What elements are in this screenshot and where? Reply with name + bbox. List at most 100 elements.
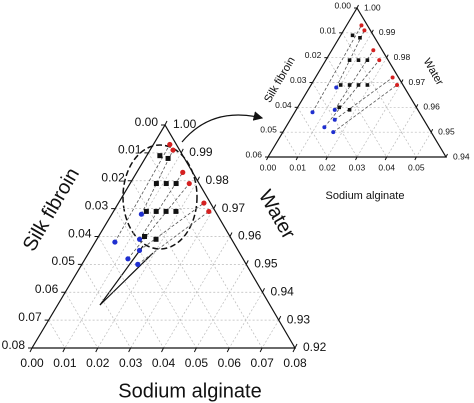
feed-point xyxy=(358,36,362,40)
tick-mark xyxy=(213,204,217,209)
tick-label: 0.06 xyxy=(35,282,59,296)
tick-label: 0.03 xyxy=(290,75,307,85)
feed-point xyxy=(350,33,355,38)
tick-label: 0.96 xyxy=(238,229,262,243)
tick-mark xyxy=(430,128,434,133)
tick-label: 0.05 xyxy=(185,356,209,370)
tick-label: 0.04 xyxy=(275,100,292,110)
tick-label: 0.98 xyxy=(206,173,230,187)
feed-point xyxy=(142,234,148,239)
tick-mark xyxy=(229,232,233,237)
tick-label: 0.02 xyxy=(319,162,336,172)
tick-mark xyxy=(294,343,298,349)
phase-point xyxy=(332,117,337,122)
tick-label: 0.00 xyxy=(20,356,44,370)
tick-label: 0.97 xyxy=(409,77,426,87)
zoom-ellipse xyxy=(122,144,198,250)
tick-label: 0.94 xyxy=(453,151,470,161)
feed-point xyxy=(157,153,163,159)
grid-line xyxy=(341,32,417,158)
tick-mark xyxy=(278,315,282,321)
phase-point xyxy=(112,239,118,245)
tick-label: 0.97 xyxy=(222,201,246,215)
tick-mark xyxy=(355,156,358,161)
tick-mark xyxy=(401,79,404,83)
tick-label: 0.03 xyxy=(85,198,109,212)
tick-label: 0.05 xyxy=(408,162,425,172)
tie-line xyxy=(137,211,210,265)
phase-point xyxy=(170,147,176,153)
feed-point xyxy=(163,208,169,214)
phase-point xyxy=(371,48,376,53)
tick-label: 0.02 xyxy=(305,50,322,60)
axis-title: Sodium alginate xyxy=(118,380,261,402)
tick-mark xyxy=(325,156,328,161)
tick-label: 0.01 xyxy=(289,162,306,172)
tie-line xyxy=(312,25,362,113)
tick-label: 0.00 xyxy=(260,162,277,172)
tick-label: 1.00 xyxy=(364,2,381,12)
tick-mark xyxy=(29,347,33,353)
tick-label: 0.01 xyxy=(320,25,337,35)
feed-point xyxy=(163,181,169,187)
grid-line xyxy=(114,208,197,349)
grid-line xyxy=(64,152,182,349)
feed-point xyxy=(347,108,352,112)
tick-label: 0.00 xyxy=(334,1,351,11)
tie-line xyxy=(114,144,171,243)
phase-point xyxy=(135,261,141,267)
feed-point xyxy=(153,236,159,242)
grid-line xyxy=(327,57,387,158)
feed-point xyxy=(143,208,149,214)
grid-line xyxy=(48,319,66,349)
phase-point xyxy=(180,169,186,175)
tick-mark xyxy=(292,347,296,353)
tick-label: 0.04 xyxy=(68,226,92,240)
feed-point xyxy=(173,208,179,214)
grid-line xyxy=(312,82,358,158)
phase-point xyxy=(310,110,315,115)
tick-mark xyxy=(161,347,164,353)
phase-point xyxy=(136,236,143,242)
axis-title: Sodium alginate xyxy=(326,190,405,202)
grid-line xyxy=(386,107,417,158)
tick-label: 0.00 xyxy=(135,115,159,129)
phase-point xyxy=(136,247,143,254)
phase-point xyxy=(125,256,131,262)
phase-point xyxy=(334,85,339,90)
tick-label: 0.99 xyxy=(379,27,396,37)
tie-line xyxy=(139,202,205,251)
phase-point xyxy=(138,211,144,217)
tie-line xyxy=(334,49,374,111)
grid-line xyxy=(416,131,432,158)
tick-label: 0.96 xyxy=(423,102,440,112)
tick-mark xyxy=(180,148,184,154)
fan-line xyxy=(99,252,154,306)
feed-point xyxy=(365,83,370,87)
tick-label: 0.93 xyxy=(287,312,311,326)
feed-point xyxy=(173,181,179,187)
tick-label: 0.04 xyxy=(152,356,176,370)
feed-point xyxy=(347,58,352,62)
tick-label: 0.04 xyxy=(378,162,395,172)
feed-point xyxy=(153,208,159,214)
feed-point xyxy=(337,105,341,110)
tick-label: 0.05 xyxy=(260,125,277,135)
tick-mark xyxy=(445,153,448,158)
tick-mark xyxy=(371,29,374,34)
phase-point xyxy=(331,130,336,135)
tie-line xyxy=(127,183,190,260)
tick-mark xyxy=(193,347,197,353)
tick-label: 0.08 xyxy=(2,338,26,352)
tick-mark xyxy=(226,347,230,353)
tick-label: 0.06 xyxy=(218,356,242,370)
grid-line xyxy=(297,32,373,158)
tick-mark xyxy=(295,156,299,161)
tie-line xyxy=(324,59,380,128)
tick-mark xyxy=(386,54,389,58)
tick-mark xyxy=(197,176,200,181)
feed-point xyxy=(365,58,370,62)
phase-point xyxy=(167,141,173,148)
tick-mark xyxy=(262,288,265,293)
